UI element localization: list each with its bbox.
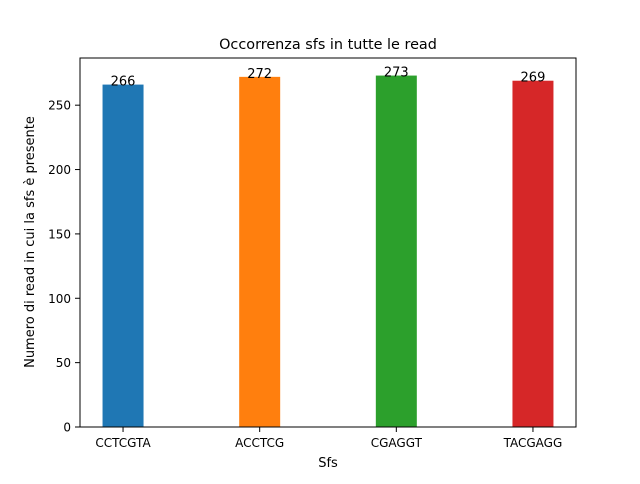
chart-title: Occorrenza sfs in tutte le read bbox=[219, 37, 437, 53]
bar-value-label-acctcg: 272 bbox=[247, 67, 272, 82]
bar-value-label-cgaggt: 273 bbox=[384, 66, 409, 81]
x-tick-label: TACGAGG bbox=[503, 436, 563, 450]
bar-cgaggt bbox=[375, 75, 417, 428]
x-axis-ticks: CCTCGTA ACCTCG CGAGGT TACGAGG bbox=[95, 427, 562, 450]
bar-acctcg bbox=[239, 76, 281, 428]
bar-tacgagg bbox=[512, 80, 554, 427]
bar-data-labels: 266 272 273 269 bbox=[111, 66, 546, 90]
bar-value-label-tacgagg: 269 bbox=[521, 71, 546, 86]
plot-area-frame bbox=[79, 57, 577, 428]
y-tick-label: 150 bbox=[48, 227, 71, 241]
y-tick-label: 100 bbox=[48, 292, 71, 306]
x-tick-label: CGAGGT bbox=[371, 436, 423, 450]
x-axis-label: Sfs bbox=[318, 456, 338, 471]
bars-group bbox=[102, 75, 554, 428]
y-tick-label: 50 bbox=[56, 356, 71, 370]
bar-cctcgta bbox=[102, 84, 144, 427]
y-tick-label: 200 bbox=[48, 163, 71, 177]
x-tick-label: CCTCGTA bbox=[95, 436, 151, 450]
y-tick-label: 0 bbox=[63, 421, 71, 435]
x-tick-label: ACCTCG bbox=[235, 436, 284, 450]
bar-value-label-cctcgta: 266 bbox=[111, 75, 136, 90]
y-axis-ticks: 0 50 100 150 200 250 bbox=[48, 99, 80, 435]
y-tick-label: 250 bbox=[48, 99, 71, 113]
y-axis-label: Numero di read in cui la sfs è presente bbox=[23, 116, 38, 368]
